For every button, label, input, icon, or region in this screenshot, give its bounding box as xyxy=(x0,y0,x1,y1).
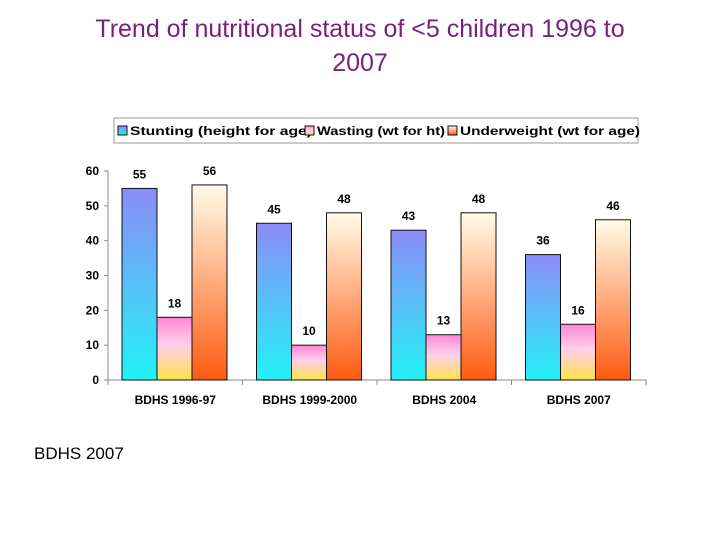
data-label-underweight-bdhs-2007: 46 xyxy=(606,199,620,213)
data-label-wasting-bdhs-1996-97: 18 xyxy=(168,296,182,310)
source-note: BDHS 2007 xyxy=(34,444,124,463)
chart-data-labels: 55 18 56 45 10 48 43 13 48 36 16 46 xyxy=(133,164,620,338)
title-line-2: 2007 xyxy=(332,49,388,77)
bar-wasting-bdhs-1996-97 xyxy=(156,316,193,381)
data-label-wasting-bdhs-1999-2000: 10 xyxy=(302,324,316,338)
bar-wasting-bdhs-1999-2000 xyxy=(291,344,327,381)
bar-underweight-bdhs-2004 xyxy=(460,212,497,381)
x-tick-label-bdhs-1999-2000: BDHS 1999-2000 xyxy=(262,393,357,407)
y-tick-label: 30 xyxy=(86,269,100,283)
y-tick-label: 60 xyxy=(86,164,100,178)
title-line-1: Trend of nutritional status of <5 childr… xyxy=(95,15,625,43)
chart-bars xyxy=(121,184,631,381)
x-tick-label-bdhs-2004: BDHS 2004 xyxy=(412,393,476,407)
bar-stunting-bdhs-2007 xyxy=(525,254,561,381)
y-tick-label: 50 xyxy=(86,199,100,213)
bar-stunting-bdhs-1996-97 xyxy=(121,187,158,381)
bar-wasting-bdhs-2007 xyxy=(560,323,596,381)
data-label-underweight-bdhs-1999-2000: 48 xyxy=(337,192,351,206)
data-label-underweight-bdhs-1996-97: 56 xyxy=(203,164,217,178)
bar-underweight-bdhs-2007 xyxy=(595,219,631,381)
y-tick-label: 40 xyxy=(86,234,100,248)
x-tick-label-bdhs-2007: BDHS 2007 xyxy=(547,393,611,407)
legend-swatch-underweight xyxy=(447,125,458,136)
legend-label-underweight: Underweight (wt for age) xyxy=(460,124,640,138)
bar-stunting-bdhs-2004 xyxy=(390,229,427,381)
data-label-underweight-bdhs-2004: 48 xyxy=(472,192,486,206)
bar-wasting-bdhs-2004 xyxy=(425,334,462,381)
data-label-stunting-bdhs-1996-97: 55 xyxy=(133,167,147,181)
chart-legend: Stunting (height for age) Wasting (wt for… xyxy=(113,117,640,144)
legend-label-wasting: Wasting (wt for ht) xyxy=(317,124,445,138)
legend-box xyxy=(113,117,639,144)
legend-swatch-wasting xyxy=(304,125,315,136)
data-label-wasting-bdhs-2007: 16 xyxy=(571,303,585,317)
y-tick-label: 0 xyxy=(92,373,99,387)
data-label-stunting-bdhs-2007: 36 xyxy=(536,234,550,248)
legend-label-stunting: Stunting (height for age) xyxy=(130,124,312,138)
bar-stunting-bdhs-1999-2000 xyxy=(256,222,292,381)
data-label-stunting-bdhs-2004: 43 xyxy=(402,209,416,223)
legend-swatch-stunting xyxy=(117,125,128,136)
data-label-stunting-bdhs-1999-2000: 45 xyxy=(267,202,281,216)
y-tick-label: 10 xyxy=(86,338,100,352)
slide-title: Trend of nutritional status of <5 childr… xyxy=(0,12,720,80)
x-tick-label-bdhs-1996-97: BDHS 1996-97 xyxy=(135,393,217,407)
data-label-wasting-bdhs-2004: 13 xyxy=(437,314,451,328)
bar-underweight-bdhs-1999-2000 xyxy=(326,212,362,381)
y-tick-label: 20 xyxy=(86,303,100,317)
bar-underweight-bdhs-1996-97 xyxy=(191,184,228,381)
